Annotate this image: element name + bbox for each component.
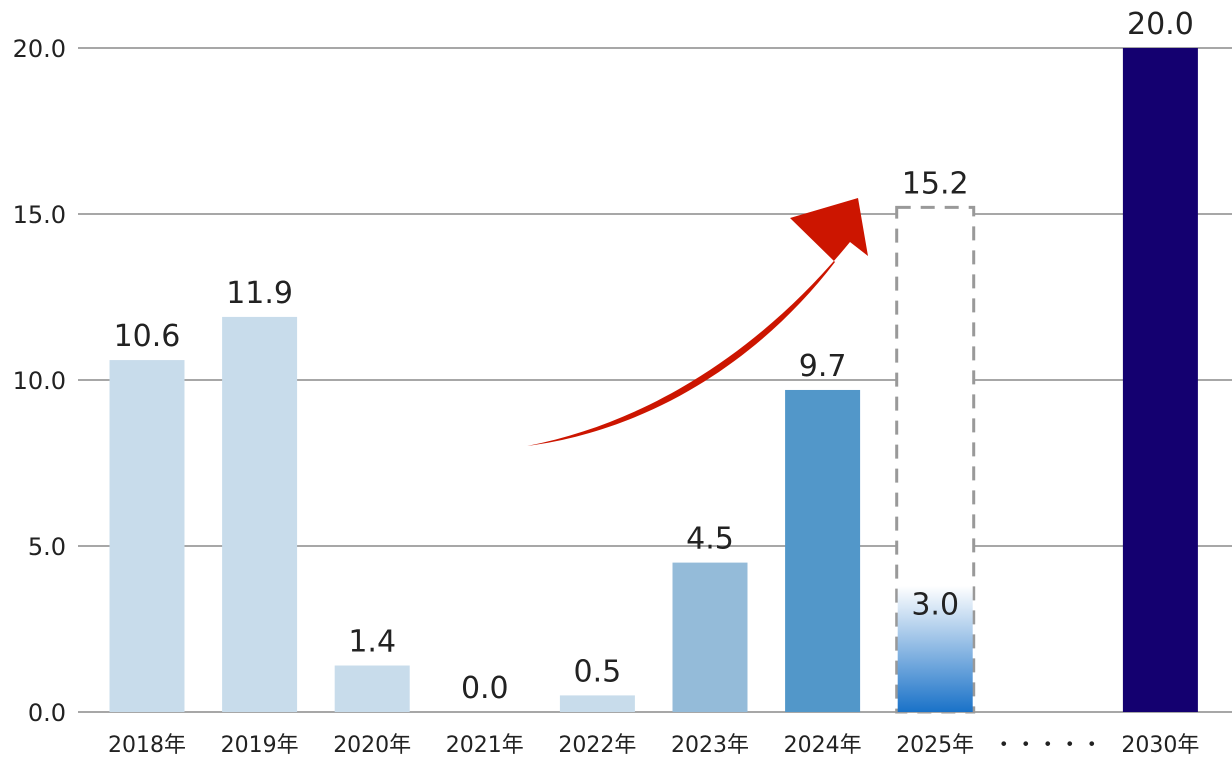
data-label: 11.9 [226, 276, 293, 311]
y-tick-label: 20.0 [13, 35, 66, 63]
x-tick-label: 2024年 [784, 733, 862, 758]
bar [785, 389, 861, 712]
bar [334, 665, 410, 712]
y-tick-label: 5.0 [28, 533, 66, 561]
bar [109, 360, 185, 712]
bar [672, 562, 748, 712]
x-tick-label: 2025年 [896, 733, 974, 758]
y-tick-label: 15.0 [13, 201, 66, 229]
data-label: 0.0 [461, 671, 509, 706]
bar [222, 316, 298, 712]
growth-arrow-icon [527, 198, 868, 446]
x-tick-label: 2030年 [1121, 733, 1199, 758]
x-tick-label: 2023年 [671, 733, 749, 758]
target-label: 15.2 [902, 166, 969, 201]
x-tick-label: 2019年 [221, 733, 299, 758]
data-label: 4.5 [686, 522, 734, 557]
data-label: 20.0 [1127, 7, 1194, 42]
x-tick-label: ・・・・・ [993, 733, 1103, 758]
data-label: 1.4 [348, 625, 396, 660]
data-label: 9.7 [799, 349, 847, 384]
y-tick-label: 10.0 [13, 367, 66, 395]
data-label: 0.5 [574, 654, 622, 689]
x-tick-label: 2020年 [333, 733, 411, 758]
bar [1122, 48, 1198, 712]
data-label: 3.0 [911, 587, 959, 622]
x-tick-label: 2018年 [108, 733, 186, 758]
x-tick-label: 2021年 [446, 733, 524, 758]
bar [897, 585, 973, 712]
y-tick-label: 0.0 [28, 699, 66, 727]
bar [559, 695, 635, 712]
data-label: 10.6 [114, 319, 181, 354]
x-tick-label: 2022年 [558, 733, 636, 758]
